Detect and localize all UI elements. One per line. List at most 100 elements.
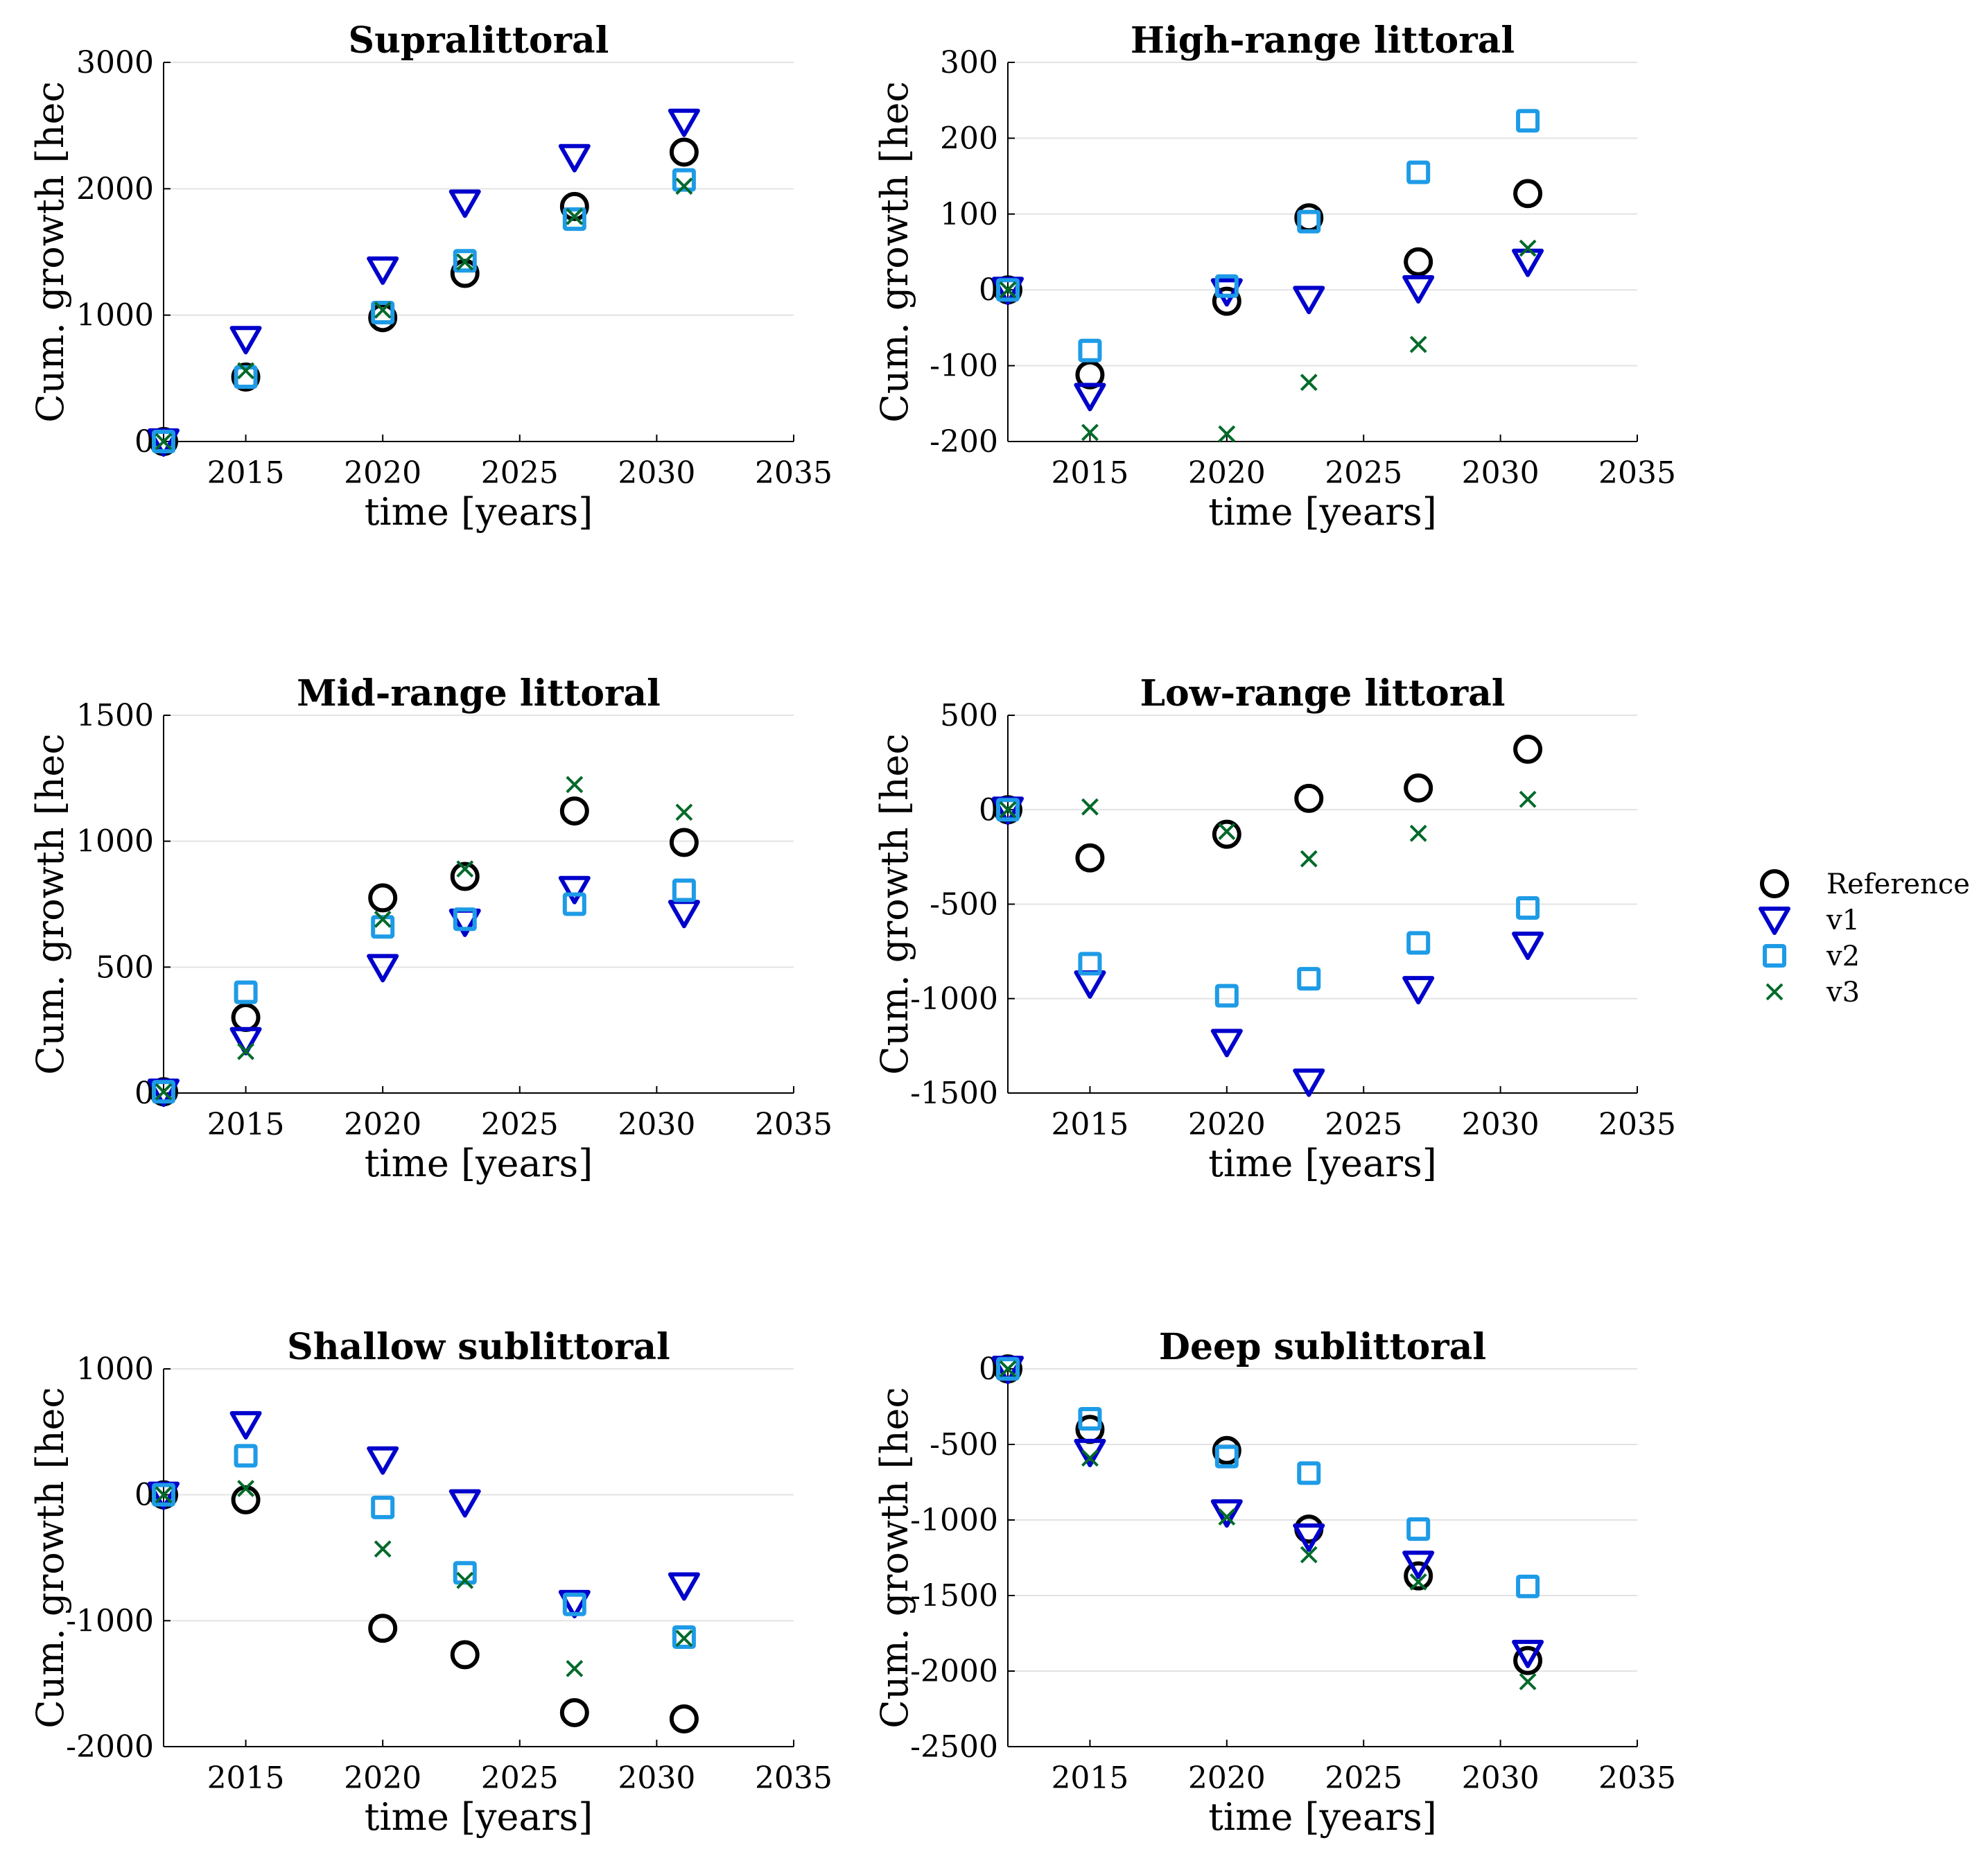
series-v2	[996, 798, 1540, 1008]
x-tick-label: 2020	[1188, 455, 1266, 491]
data-point	[1074, 383, 1106, 412]
data-point	[672, 168, 696, 192]
data-point	[1404, 247, 1433, 277]
data-point	[1078, 1406, 1102, 1431]
y-tick-label: 3000	[76, 45, 154, 80]
x-tick-label: 2030	[618, 1107, 695, 1142]
data-point	[1218, 823, 1236, 841]
data-point	[237, 1042, 254, 1060]
x-tick-label: 2035	[755, 1107, 832, 1142]
data-point	[1078, 338, 1102, 362]
data-point	[1078, 952, 1102, 976]
legend-label: v1	[1826, 905, 1860, 936]
y-tick-label: -1500	[910, 1578, 998, 1614]
y-tick-label: -1000	[910, 981, 998, 1017]
x-tick-label: 2035	[1598, 1760, 1676, 1796]
data-point	[367, 954, 399, 983]
data-point	[1214, 274, 1239, 298]
data-point	[1210, 1499, 1243, 1528]
data-point	[1297, 209, 1321, 234]
legend-marker-v2	[1763, 944, 1786, 968]
data-point	[1512, 248, 1544, 277]
series-reference	[149, 137, 699, 456]
data-point	[1406, 160, 1431, 184]
y-tick-label: 1000	[76, 1352, 154, 1387]
data-point	[668, 108, 700, 137]
x-tick-label: 2020	[344, 1760, 421, 1796]
data-point	[1293, 1068, 1325, 1097]
y-tick-label: -200	[930, 424, 998, 460]
x-tick-label: 2020	[1188, 1107, 1266, 1142]
data-point	[669, 137, 699, 167]
data-point	[371, 1495, 395, 1519]
chart-title: Deep sublittoral	[1159, 1326, 1486, 1368]
series-reference	[149, 796, 699, 1107]
data-point	[1513, 179, 1543, 209]
data-point	[152, 1080, 175, 1104]
data-point	[374, 1540, 392, 1558]
x-tick-label: 2035	[1598, 455, 1676, 491]
legend-marker-v1	[1759, 907, 1790, 935]
data-point	[999, 801, 1017, 819]
data-point	[996, 798, 1020, 822]
series-reference	[993, 179, 1543, 390]
data-point	[155, 432, 173, 451]
data-point	[1519, 1672, 1537, 1690]
y-tick-label: 1000	[76, 298, 154, 333]
chart-title: Low-range littoral	[1140, 672, 1505, 715]
data-point	[374, 301, 392, 319]
series-v1	[148, 875, 700, 1108]
data-point	[229, 1410, 262, 1440]
data-point	[1404, 1561, 1433, 1591]
data-point	[1519, 790, 1537, 808]
x-axis-label: time [years]	[365, 1142, 593, 1185]
y-axis-label: Cum. growth [hec	[873, 733, 916, 1074]
data-point	[566, 208, 584, 225]
x-axis-label: time [years]	[365, 490, 593, 534]
y-axis-label: Cum. growth [hec	[28, 1387, 72, 1728]
y-tick-label: -500	[930, 1427, 998, 1462]
data-point	[234, 980, 258, 1004]
y-tick-label: 1500	[76, 698, 154, 733]
y-tick-label: -2000	[66, 1729, 154, 1765]
legend-label: v3	[1826, 977, 1860, 1008]
legend-label: v2	[1826, 941, 1860, 972]
y-axis-label: Cum. growth [hec	[873, 1387, 916, 1728]
data-point	[1406, 1517, 1431, 1541]
y-tick-label: 200	[940, 121, 998, 156]
data-point	[669, 1704, 699, 1734]
x-tick-label: 2030	[1462, 1107, 1540, 1142]
data-point	[371, 915, 395, 939]
x-tick-label: 2025	[1325, 1760, 1402, 1796]
data-point	[999, 1360, 1017, 1378]
data-point	[1409, 335, 1427, 353]
series-v3	[155, 776, 693, 1101]
x-tick-label: 2025	[481, 455, 559, 491]
y-axis-label: Cum. growth [hec	[873, 81, 916, 422]
x-tick-label: 2015	[1051, 1107, 1128, 1142]
data-point	[231, 1003, 261, 1032]
series-v3	[999, 1360, 1537, 1690]
data-point	[450, 1640, 480, 1670]
x-axis-label: time [years]	[1208, 490, 1437, 534]
data-point	[669, 828, 699, 857]
x-tick-label: 2025	[481, 1107, 559, 1142]
x-axis-label: time [years]	[365, 1795, 593, 1839]
data-point	[668, 900, 700, 929]
data-point	[1409, 1573, 1427, 1591]
y-axis-label: Cum. growth [hec	[28, 81, 72, 422]
data-point	[675, 803, 693, 821]
data-point	[152, 430, 175, 453]
y-tick-label: -2000	[910, 1654, 998, 1689]
data-point	[1402, 275, 1435, 304]
data-point	[453, 907, 477, 932]
data-point	[1512, 1639, 1544, 1668]
y-tick-label: 1000	[76, 824, 154, 859]
series-v3	[999, 239, 1537, 443]
data-point	[1516, 109, 1540, 133]
chart-title: Supralittoral	[349, 19, 609, 62]
series-v3	[155, 177, 693, 451]
